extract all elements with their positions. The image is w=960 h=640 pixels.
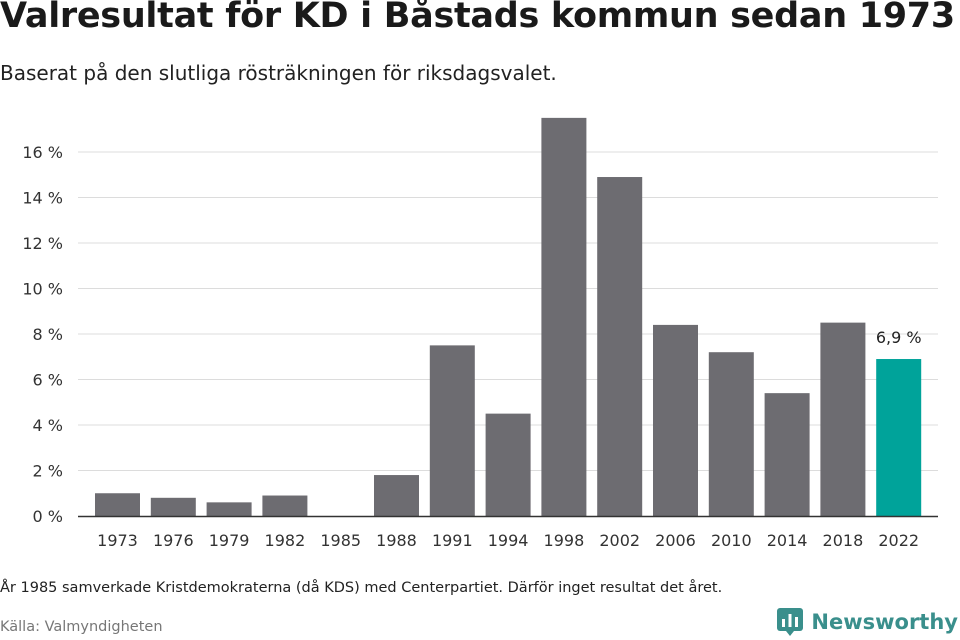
x-tick-label: 2022	[878, 531, 919, 550]
x-tick-label: 1979	[209, 531, 250, 550]
bar-2018	[820, 322, 866, 516]
chart-footnote: År 1985 samverkade Kristdemokraterna (då…	[0, 580, 723, 596]
gridlines	[78, 151, 938, 471]
bar-2006	[653, 324, 698, 516]
x-tick-label: 1973	[97, 531, 138, 550]
bar-1973	[95, 493, 140, 516]
x-tick-label: 1985	[320, 531, 361, 550]
x-tick-label: 2002	[599, 531, 640, 550]
bar-2010	[708, 352, 754, 516]
y-tick-label: 8 %	[33, 325, 63, 344]
bar-1991	[429, 345, 475, 516]
bar-1982	[262, 495, 308, 516]
chart-subtitle: Baserat på den slutliga rösträkningen fö…	[0, 61, 557, 85]
y-tick-label: 16 %	[22, 143, 63, 162]
y-axis-ticks: 0 % 2 % 4 % 6 % 8 % 10 % 12 % 14 % 16 %	[22, 143, 63, 526]
x-tick-label: 1991	[432, 531, 473, 550]
chart-title: Valresultat för KD i Båstads kommun seda…	[0, 0, 955, 36]
x-tick-label: 1994	[488, 531, 529, 550]
y-tick-label: 14 %	[22, 189, 63, 208]
y-tick-label: 2 %	[33, 462, 63, 481]
x-axis-ticks: 1973 1976 1979 1982 1985 1988 1991 1994 1998 2002…	[97, 531, 919, 550]
y-tick-label: 0 %	[33, 507, 63, 526]
x-tick-label: 2006	[655, 531, 696, 550]
y-tick-label: 12 %	[22, 234, 63, 253]
x-tick-label: 2010	[711, 531, 752, 550]
x-tick-label: 2018	[823, 531, 864, 550]
bar-1998	[541, 117, 587, 516]
data-labels: 6,9 %	[876, 328, 922, 347]
x-tick-label: 1998	[544, 531, 585, 550]
bar-chart: 0 % 2 % 4 % 6 % 8 % 10 % 12 % 14 % 16 % 1973 1976…	[22, 117, 938, 550]
bar-1994	[485, 413, 531, 516]
bar-2002	[597, 177, 643, 516]
newsworthy-logo-icon	[777, 608, 804, 636]
bar-2022	[876, 359, 922, 516]
x-tick-label: 1982	[265, 531, 306, 550]
bar-1979	[206, 502, 252, 516]
data-label: 6,9 %	[876, 328, 922, 347]
x-tick-label: 1988	[376, 531, 417, 550]
y-tick-label: 10 %	[22, 280, 63, 299]
y-tick-label: 6 %	[33, 371, 63, 390]
y-tick-label: 4 %	[33, 416, 63, 435]
brand: Newsworthy	[777, 606, 958, 638]
bar-1976	[150, 497, 196, 516]
bars	[95, 117, 922, 516]
source-note: Källa: Valmyndigheten	[0, 619, 163, 635]
x-tick-label: 2014	[767, 531, 808, 550]
x-tick-label: 1976	[153, 531, 194, 550]
brand-name: Newsworthy	[811, 610, 958, 634]
bar-2014	[764, 393, 810, 516]
bar-1988	[374, 475, 419, 516]
